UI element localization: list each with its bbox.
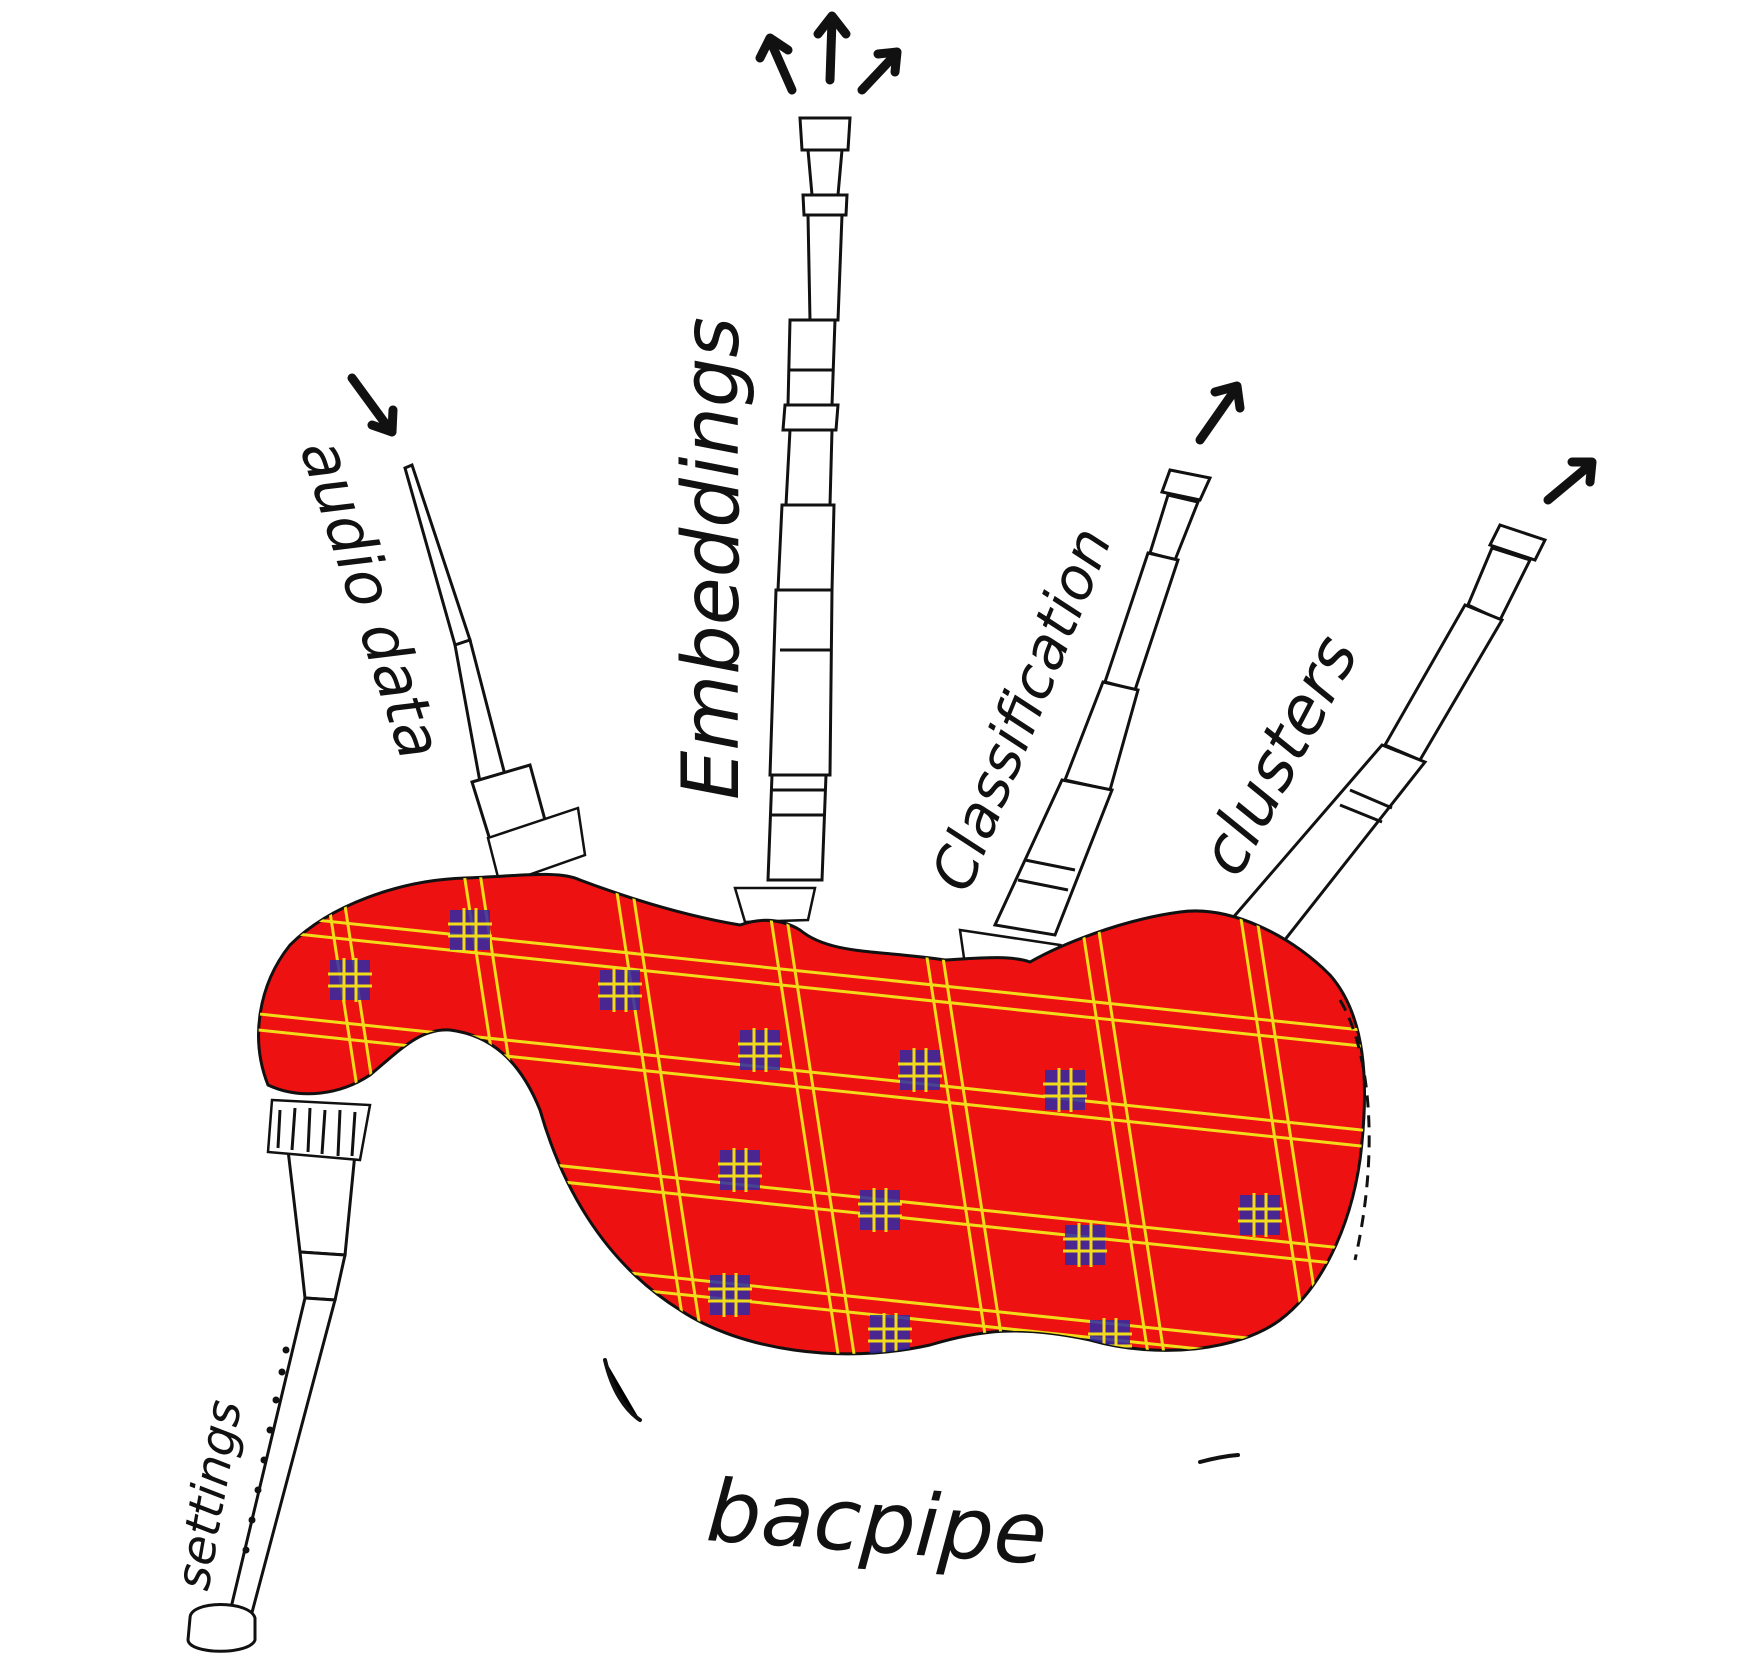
tartan-check: [1090, 1320, 1130, 1354]
tartan-check: [600, 970, 640, 1010]
arrows: [347, 11, 1597, 505]
embeddings-arrows: [755, 11, 902, 95]
tartan-stripe-h: [258, 926, 1365, 1050]
tartan-check: [330, 960, 370, 1000]
tartan-stripe-h: [258, 910, 1365, 1034]
title-group: bacpipe: [603, 1358, 1240, 1585]
tartan-check: [870, 1315, 910, 1354]
chanter: [186, 1098, 372, 1653]
tartan-check: [720, 1150, 760, 1190]
tartan-stripe-v: [1230, 874, 1314, 1354]
title: bacpipe: [704, 1461, 1051, 1585]
tartan-check: [1240, 1195, 1280, 1235]
tartan-check: [450, 910, 490, 950]
tartan-stripe-v: [610, 874, 694, 1354]
tartan-check: [900, 1050, 940, 1090]
blowpipe: [403, 462, 587, 887]
input-arrow: [347, 373, 398, 437]
tartan-stripe-v: [626, 874, 710, 1354]
tartan-stripe-v: [1086, 874, 1170, 1354]
label-audio-data: audio data: [286, 430, 458, 768]
tartan-check: [710, 1275, 750, 1315]
tartan-stripe-v: [760, 874, 844, 1354]
bass-drone: [733, 116, 852, 924]
chanter-holes: [242, 1346, 290, 1554]
classification-arrow: [1195, 381, 1245, 445]
tartan-check: [1045, 1070, 1085, 1110]
tartan-stripe-v: [776, 874, 860, 1354]
tartan-check: [740, 1030, 780, 1070]
tartan-bag: [257, 872, 1371, 1356]
tartan-stripe-v: [1070, 874, 1154, 1354]
tartan-check: [860, 1190, 900, 1230]
clusters-arrow: [1543, 457, 1597, 505]
label-embeddings: Embeddings: [667, 317, 757, 800]
label-settings: settings: [165, 1396, 253, 1594]
tartan-check: [1065, 1225, 1105, 1265]
